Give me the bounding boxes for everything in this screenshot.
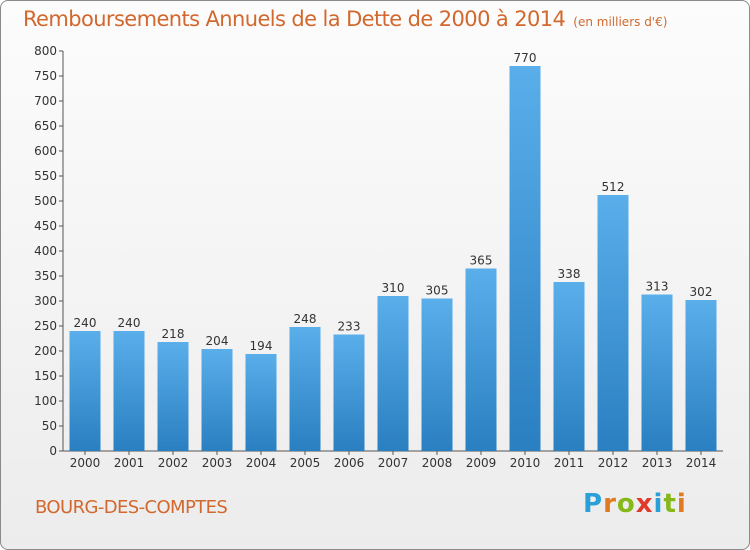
bar-value-label: 233: [338, 320, 361, 334]
y-tick-label: 650: [34, 119, 57, 133]
chart-title-text: Remboursements Annuels de la Dette de 20…: [23, 7, 566, 31]
bar: [377, 296, 409, 451]
y-tick-label: 750: [34, 69, 57, 83]
bar: [465, 268, 497, 451]
bar-value-label: 770: [514, 51, 537, 65]
x-tick-label: 2009: [466, 456, 497, 470]
logo-letter: o: [616, 489, 636, 519]
bar-value-label: 218: [162, 327, 185, 341]
y-tick-label: 400: [34, 244, 57, 258]
bar-value-label: 365: [470, 254, 493, 268]
x-tick-label: 2003: [202, 456, 233, 470]
y-tick-label: 50: [42, 419, 57, 433]
bar-value-label: 310: [382, 281, 405, 295]
logo-letter: i: [676, 489, 687, 519]
x-tick-label: 2008: [422, 456, 453, 470]
bar: [685, 300, 717, 451]
y-tick-label: 350: [34, 269, 57, 283]
x-tick-label: 2010: [510, 456, 541, 470]
y-tick-label: 600: [34, 144, 57, 158]
bar-value-label: 305: [426, 284, 449, 298]
x-tick-label: 2000: [70, 456, 101, 470]
y-tick-label: 550: [34, 169, 57, 183]
y-tick-label: 250: [34, 319, 57, 333]
bar-value-label: 248: [294, 312, 317, 326]
bar-value-label: 338: [558, 267, 581, 281]
logo-letter: x: [635, 489, 654, 519]
x-tick-label: 2002: [158, 456, 189, 470]
logo-letter: r: [603, 489, 617, 519]
x-tick-label: 2014: [686, 456, 717, 470]
proxiti-logo: Proxiti: [583, 489, 687, 519]
x-tick-label: 2007: [378, 456, 409, 470]
y-tick-label: 150: [34, 369, 57, 383]
y-tick-label: 100: [34, 394, 57, 408]
y-tick-label: 800: [34, 44, 57, 58]
x-tick-label: 2001: [114, 456, 145, 470]
bar-value-label: 194: [250, 339, 273, 353]
bar: [641, 294, 673, 451]
logo-letter: t: [663, 489, 677, 519]
bar: [245, 354, 277, 451]
x-tick-label: 2013: [642, 456, 673, 470]
bar: [289, 327, 321, 451]
bar: [113, 331, 145, 451]
bar: [157, 342, 189, 451]
bar-value-label: 240: [118, 316, 141, 330]
bar: [553, 282, 585, 451]
bar: [69, 331, 101, 451]
bar: [333, 334, 365, 451]
y-tick-label: 450: [34, 219, 57, 233]
logo-letter: i: [653, 489, 664, 519]
y-tick-label: 300: [34, 294, 57, 308]
x-tick-label: 2011: [554, 456, 585, 470]
city-name: BOURG-DES-COMPTES: [35, 497, 228, 518]
y-tick-label: 200: [34, 344, 57, 358]
x-tick-label: 2006: [334, 456, 365, 470]
bar-value-label: 512: [602, 180, 625, 194]
bar-value-label: 240: [74, 316, 97, 330]
bar: [597, 195, 629, 451]
x-tick-label: 2012: [598, 456, 629, 470]
y-tick-label: 700: [34, 94, 57, 108]
bar-value-label: 313: [646, 280, 669, 294]
bar: [509, 66, 541, 451]
logo-letter: P: [583, 489, 604, 519]
bar-value-label: 204: [206, 334, 229, 348]
chart-title: Remboursements Annuels de la Dette de 20…: [23, 7, 667, 31]
x-tick-label: 2004: [246, 456, 277, 470]
bar-value-label: 302: [690, 285, 713, 299]
x-tick-label: 2005: [290, 456, 321, 470]
chart-unit: (en milliers d'€): [573, 15, 668, 29]
y-tick-label: 500: [34, 194, 57, 208]
y-tick-label: 0: [49, 444, 57, 458]
bar: [421, 298, 453, 451]
bar: [201, 349, 233, 451]
